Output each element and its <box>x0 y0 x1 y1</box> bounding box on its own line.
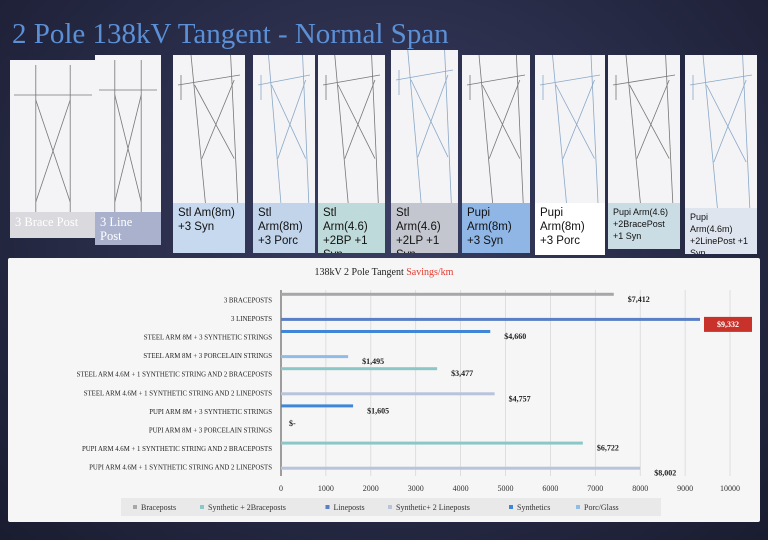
structure-caption: Stl Arm(4.6) +2LP +1 Syn <box>391 203 458 253</box>
tower-drawing <box>395 50 454 203</box>
data-label: $1,605 <box>367 406 389 415</box>
data-label: $1,495 <box>362 357 384 366</box>
legend-entry: Porc/Glass <box>584 503 619 512</box>
data-label: $- <box>289 419 296 428</box>
structure-card: Stl Arm(4.6) +2LP +1 Syn <box>391 50 458 253</box>
x-tick-label: 0 <box>279 484 283 493</box>
bar <box>281 329 491 333</box>
x-tick-label: 1000 <box>318 484 334 493</box>
structure-card: Pupi Arm(4.6m) +2LinePost +1 Syn <box>685 55 757 254</box>
bar <box>281 466 641 470</box>
data-label: $7,412 <box>628 295 650 304</box>
tower-drawing <box>539 55 601 203</box>
tower-drawing <box>99 60 157 212</box>
x-tick-label: 5000 <box>498 484 514 493</box>
structure-caption: Pupi Arm(4.6m) +2LinePost +1 Syn <box>685 208 757 254</box>
legend-swatch <box>200 505 204 509</box>
tower-drawing <box>689 55 753 208</box>
x-tick-label: 4000 <box>453 484 469 493</box>
category-label: 3 BRACEPOSTS <box>224 297 272 304</box>
data-label: $4,757 <box>509 394 531 403</box>
category-label: STEEL ARM 4.6M + 1 SYNTHETIC STRING AND … <box>77 372 273 379</box>
highlight-badge <box>704 316 753 332</box>
category-label: STEEL ARM 8M + 3 PORCELAIN STRINGS <box>143 353 272 360</box>
legend-entry: Synthetic + 2Braceposts <box>208 503 286 512</box>
bar <box>281 292 614 296</box>
category-label: PUPI ARM 8M + 3 SYNTHETIC STRINGS <box>149 409 272 416</box>
bar <box>281 441 583 445</box>
structure-caption: Stl Am(8m) +3 Syn <box>173 203 245 253</box>
structure-card: Stl Arm(4.6) +2BP +1 Syn <box>318 55 385 253</box>
structure-card: Stl Am(8m) +3 Syn <box>173 55 245 253</box>
x-tick-label: 3000 <box>408 484 424 493</box>
category-label: STEEL ARM 4.6M + 1 SYNTHETIC STRING AND … <box>84 390 272 397</box>
tower-drawing <box>257 55 311 203</box>
slide-title: 2 Pole 138kV Tangent - Normal Span <box>12 18 449 50</box>
tower-drawing <box>14 65 92 212</box>
category-label: PUPI ARM 4.6M + 1 SYNTHETIC STRING AND 2… <box>82 446 272 453</box>
category-label: PUPI ARM 8M + 3 PORCELAIN STRINGS <box>149 428 272 435</box>
legend-swatch <box>325 505 330 509</box>
x-tick-label: 10000 <box>720 484 740 493</box>
data-label: $8,002 <box>654 469 676 478</box>
structure-caption: Stl Arm(4.6) +2BP +1 Syn <box>318 203 385 253</box>
tower-drawing <box>322 55 381 203</box>
x-tick-label: 9000 <box>677 484 693 493</box>
structure-card: 3 Brace Post <box>10 60 96 238</box>
legend-entry: Synthetics <box>517 503 550 512</box>
bar <box>281 355 349 359</box>
structure-card: Pupi Arm(8m) +3 Porc <box>535 55 605 255</box>
data-label: $6,722 <box>597 444 619 453</box>
bar <box>281 392 495 396</box>
category-label: STEEL ARM 8M + 3 SYNTHETIC STRINGS <box>144 335 272 342</box>
structure-caption: 3 Line Post <box>95 212 161 245</box>
structure-card: Pupi Arm(8m) +3 Syn <box>462 55 530 253</box>
legend-entry: Braceposts <box>141 503 176 512</box>
chart-panel: 138kV 2 Pole Tangent Savings/km 0 1000 2000… <box>8 258 760 522</box>
data-label: $9,332 <box>717 320 739 329</box>
structure-caption: Stl Arm(8m) +3 Porc <box>253 203 315 253</box>
tower-drawing <box>177 55 241 203</box>
category-label: PUPI ARM 4.6M + 1 SYNTHETIC STRING AND 2… <box>89 465 272 472</box>
data-label: $3,477 <box>451 369 473 378</box>
legend-swatch <box>576 505 580 509</box>
structure-caption: 3 Brace Post <box>10 212 96 238</box>
structure-card: Pupi Arm(4.6) +2BracePost +1 Syn <box>608 55 680 249</box>
legend-entry: Synthetic+ 2 Lineposts <box>396 503 470 512</box>
bar <box>281 367 438 371</box>
legend-swatch <box>509 505 513 509</box>
legend-swatch <box>388 505 392 509</box>
structure-caption: Pupi Arm(4.6) +2BracePost +1 Syn <box>608 203 680 249</box>
legend-swatch <box>133 505 137 509</box>
x-tick-label: 6000 <box>542 484 558 493</box>
legend-entry: Lineposts <box>334 503 365 512</box>
savings-bar-chart: 138kV 2 Pole Tangent Savings/km 0 1000 2000… <box>77 267 753 516</box>
chart-title: 138kV 2 Pole Tangent Savings/km <box>315 267 454 278</box>
data-label: $4,660 <box>504 332 526 341</box>
x-tick-label: 2000 <box>363 484 379 493</box>
structure-caption: Pupi Arm(8m) +3 Syn <box>462 203 530 253</box>
structure-caption: Pupi Arm(8m) +3 Porc <box>535 203 605 255</box>
category-label: 3 LINEPOSTS <box>231 316 272 323</box>
bar <box>281 317 701 321</box>
bar <box>281 404 354 408</box>
tower-drawing <box>466 55 526 203</box>
structure-card: 3 Line Post <box>95 55 161 245</box>
tower-drawing <box>612 55 676 203</box>
x-tick-label: 7000 <box>587 484 603 493</box>
structure-card: Stl Arm(8m) +3 Porc <box>253 55 315 253</box>
x-tick-label: 8000 <box>632 484 648 493</box>
